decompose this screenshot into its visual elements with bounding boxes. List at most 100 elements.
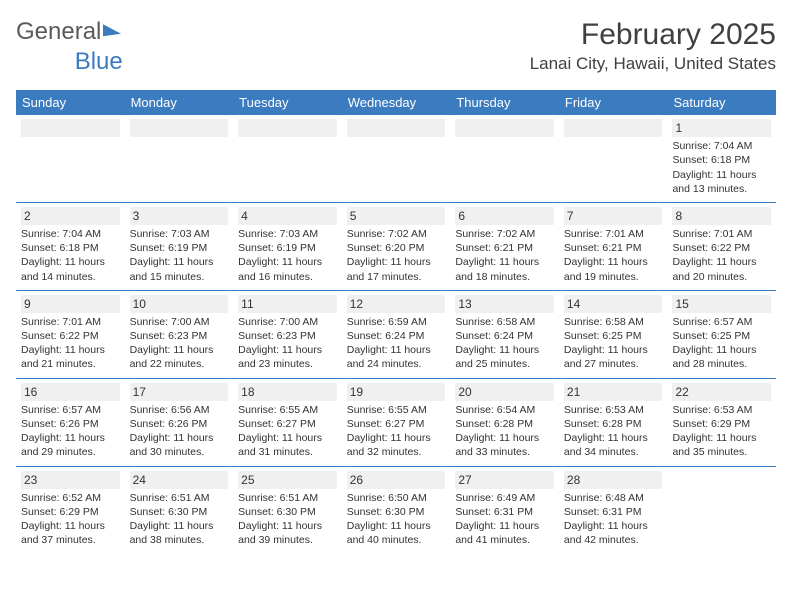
sunrise-text: Sunrise: 6:58 AM [455, 315, 554, 329]
daylight-text: Daylight: 11 hours and 17 minutes. [347, 255, 446, 283]
sunrise-text: Sunrise: 6:54 AM [455, 403, 554, 417]
sunrise-text: Sunrise: 7:01 AM [564, 227, 663, 241]
logo: General [16, 18, 121, 46]
calendar-day: 14 Sunrise: 6:58 AMSunset: 6:25 PMDayligh… [559, 291, 668, 378]
sunset-text: Sunset: 6:22 PM [21, 329, 120, 343]
daylight-text: Daylight: 11 hours and 34 minutes. [564, 431, 663, 459]
sunrise-text: Sunrise: 6:59 AM [347, 315, 446, 329]
day-number: 2 [21, 207, 120, 225]
day-number: 9 [21, 295, 120, 313]
daylight-text: Daylight: 11 hours and 22 minutes. [130, 343, 229, 371]
sunset-text: Sunset: 6:18 PM [21, 241, 120, 255]
sunrise-text: Sunrise: 6:55 AM [347, 403, 446, 417]
sunset-text: Sunset: 6:19 PM [130, 241, 229, 255]
calendar-day: 7Sunrise: 7:01 AMSunset: 6:21 PMDaylight… [559, 203, 668, 290]
sunset-text: Sunset: 6:28 PM [564, 417, 663, 431]
day-number: 17 [130, 383, 229, 401]
daylight-text: Daylight: 11 hours and 16 minutes. [238, 255, 337, 283]
sunset-text: Sunset: 6:30 PM [130, 505, 229, 519]
calendar-week: 23Sunrise: 6:52 AMSunset: 6:29 PMDayligh… [16, 466, 776, 554]
calendar-day: 9Sunrise: 7:01 AMSunset: 6:22 PMDaylight… [16, 291, 125, 378]
weeks-container: 1Sunrise: 7:04 AMSunset: 6:18 PMDaylight… [16, 115, 776, 553]
sunrise-text: Sunrise: 6:51 AM [238, 491, 337, 505]
day-number-empty [21, 119, 120, 137]
calendar-day: 12Sunrise: 6:59 AMSunset: 6:24 PMDayligh… [342, 291, 451, 378]
sunrise-text: Sunrise: 6:51 AM [130, 491, 229, 505]
weekday-label: Friday [559, 90, 668, 115]
sunset-text: Sunset: 6:25 PM [564, 329, 663, 343]
day-number: 5 [347, 207, 446, 225]
sunset-text: Sunset: 6:27 PM [238, 417, 337, 431]
calendar-day: 10Sunrise: 7:00 AMSunset: 6:23 PMDayligh… [125, 291, 234, 378]
day-number-empty [564, 119, 663, 137]
daylight-text: Daylight: 11 hours and 32 minutes. [347, 431, 446, 459]
sunrise-text: Sunrise: 6:55 AM [238, 403, 337, 417]
daylight-text: Daylight: 11 hours and 18 minutes. [455, 255, 554, 283]
day-number: 15 [672, 295, 771, 313]
day-number: 14 [564, 295, 663, 313]
day-number: 27 [455, 471, 554, 489]
day-number-empty [130, 119, 229, 137]
daylight-text: Daylight: 11 hours and 25 minutes. [455, 343, 554, 371]
calendar-day: 5Sunrise: 7:02 AMSunset: 6:20 PMDaylight… [342, 203, 451, 290]
daylight-text: Daylight: 11 hours and 27 minutes. [564, 343, 663, 371]
weekday-label: Saturday [667, 90, 776, 115]
day-number: 12 [347, 295, 446, 313]
calendar-day: 8Sunrise: 7:01 AMSunset: 6:22 PMDaylight… [667, 203, 776, 290]
calendar-week: 2Sunrise: 7:04 AMSunset: 6:18 PMDaylight… [16, 202, 776, 290]
month-title: February 2025 [530, 18, 776, 52]
sail-icon [103, 22, 121, 37]
day-number: 11 [238, 295, 337, 313]
calendar-day: 21 Sunrise: 6:53 AMSunset: 6:28 PMDayligh… [559, 379, 668, 466]
daylight-text: Daylight: 11 hours and 19 minutes. [564, 255, 663, 283]
sunset-text: Sunset: 6:27 PM [347, 417, 446, 431]
logo-text-1: General [16, 18, 101, 46]
sunrise-text: Sunrise: 6:57 AM [21, 403, 120, 417]
calendar-day: 25Sunrise: 6:51 AMSunset: 6:30 PMDayligh… [233, 467, 342, 554]
sunset-text: Sunset: 6:24 PM [455, 329, 554, 343]
calendar-week: 16Sunrise: 6:57 AMSunset: 6:26 PMDayligh… [16, 378, 776, 466]
day-number-empty [238, 119, 337, 137]
sunrise-text: Sunrise: 7:01 AM [672, 227, 771, 241]
day-number: 8 [672, 207, 771, 225]
daylight-text: Daylight: 11 hours and 30 minutes. [130, 431, 229, 459]
daylight-text: Daylight: 11 hours and 21 minutes. [21, 343, 120, 371]
sunset-text: Sunset: 6:21 PM [455, 241, 554, 255]
sunrise-text: Sunrise: 6:52 AM [21, 491, 120, 505]
daylight-text: Daylight: 11 hours and 37 minutes. [21, 519, 120, 547]
daylight-text: Daylight: 11 hours and 39 minutes. [238, 519, 337, 547]
calendar-day [125, 115, 234, 202]
day-number: 18 [238, 383, 337, 401]
calendar: Sunday Monday Tuesday Wednesday Thursday… [16, 90, 776, 553]
sunrise-text: Sunrise: 7:02 AM [455, 227, 554, 241]
sunset-text: Sunset: 6:25 PM [672, 329, 771, 343]
sunrise-text: Sunrise: 6:58 AM [564, 315, 663, 329]
logo-text-2: Blue [75, 48, 123, 76]
sunrise-text: Sunrise: 6:53 AM [672, 403, 771, 417]
day-number: 21 [564, 383, 663, 401]
day-number: 3 [130, 207, 229, 225]
day-number: 24 [130, 471, 229, 489]
calendar-day [342, 115, 451, 202]
sunset-text: Sunset: 6:26 PM [21, 417, 120, 431]
calendar-day [450, 115, 559, 202]
calendar-day: 3Sunrise: 7:03 AMSunset: 6:19 PMDaylight… [125, 203, 234, 290]
sunset-text: Sunset: 6:18 PM [672, 153, 771, 167]
sunrise-text: Sunrise: 6:49 AM [455, 491, 554, 505]
sunrise-text: Sunrise: 6:53 AM [564, 403, 663, 417]
sunrise-text: Sunrise: 7:03 AM [130, 227, 229, 241]
daylight-text: Daylight: 11 hours and 14 minutes. [21, 255, 120, 283]
daylight-text: Daylight: 11 hours and 35 minutes. [672, 431, 771, 459]
calendar-day: 13Sunrise: 6:58 AMSunset: 6:24 PMDayligh… [450, 291, 559, 378]
sunset-text: Sunset: 6:22 PM [672, 241, 771, 255]
location-text: Lanai City, Hawaii, United States [530, 54, 776, 74]
calendar-day: 11Sunrise: 7:00 AMSunset: 6:23 PMDayligh… [233, 291, 342, 378]
calendar-week: 1Sunrise: 7:04 AMSunset: 6:18 PMDaylight… [16, 115, 776, 202]
calendar-day: 20Sunrise: 6:54 AMSunset: 6:28 PMDayligh… [450, 379, 559, 466]
calendar-day: 22Sunrise: 6:53 AMSunset: 6:29 PMDayligh… [667, 379, 776, 466]
weekday-label: Wednesday [342, 90, 451, 115]
daylight-text: Daylight: 11 hours and 13 minutes. [672, 168, 771, 196]
calendar-day: 2Sunrise: 7:04 AMSunset: 6:18 PMDaylight… [16, 203, 125, 290]
day-number-empty [455, 119, 554, 137]
sunset-text: Sunset: 6:30 PM [347, 505, 446, 519]
